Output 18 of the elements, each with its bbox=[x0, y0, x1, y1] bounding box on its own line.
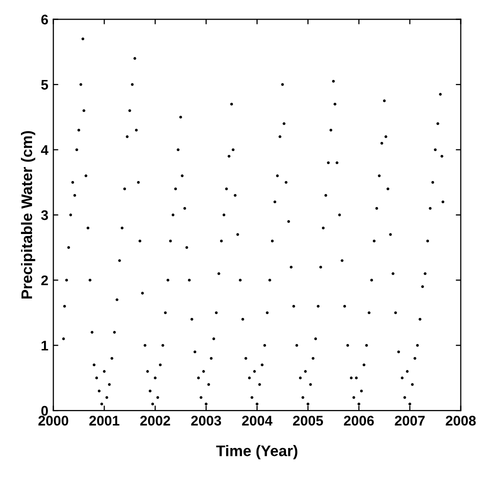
y-axis-title: Precipitable Water (cm) bbox=[20, 131, 36, 299]
y-tick-label: 5 bbox=[41, 80, 48, 90]
x-tick-label: 2005 bbox=[293, 416, 324, 426]
x-tick-label: 2003 bbox=[191, 416, 222, 426]
x-tick-label: 2000 bbox=[38, 416, 68, 426]
y-tick-label: 4 bbox=[40, 145, 48, 155]
x-tick-label: 2006 bbox=[344, 416, 374, 426]
y-tick-label: 2 bbox=[41, 275, 48, 286]
y-tick-label: 6 bbox=[41, 14, 48, 24]
x-tick-label: 2004 bbox=[242, 416, 272, 426]
x-tick-label: 2001 bbox=[89, 416, 120, 426]
y-tick-label: 0 bbox=[41, 406, 48, 416]
x-tick-label: 2007 bbox=[394, 416, 425, 426]
x-tick-label: 2008 bbox=[446, 416, 476, 426]
y-tick-label: 3 bbox=[41, 210, 48, 220]
y-tick-label: 1 bbox=[42, 340, 48, 350]
x-tick-label: 2002 bbox=[140, 416, 170, 426]
x-axis-title: Time (Year) bbox=[216, 445, 298, 460]
